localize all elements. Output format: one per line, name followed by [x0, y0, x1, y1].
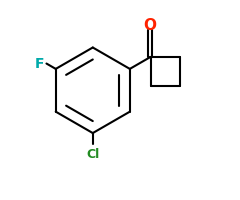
- Text: F: F: [35, 57, 45, 71]
- Text: O: O: [144, 18, 156, 33]
- Text: Cl: Cl: [86, 148, 99, 161]
